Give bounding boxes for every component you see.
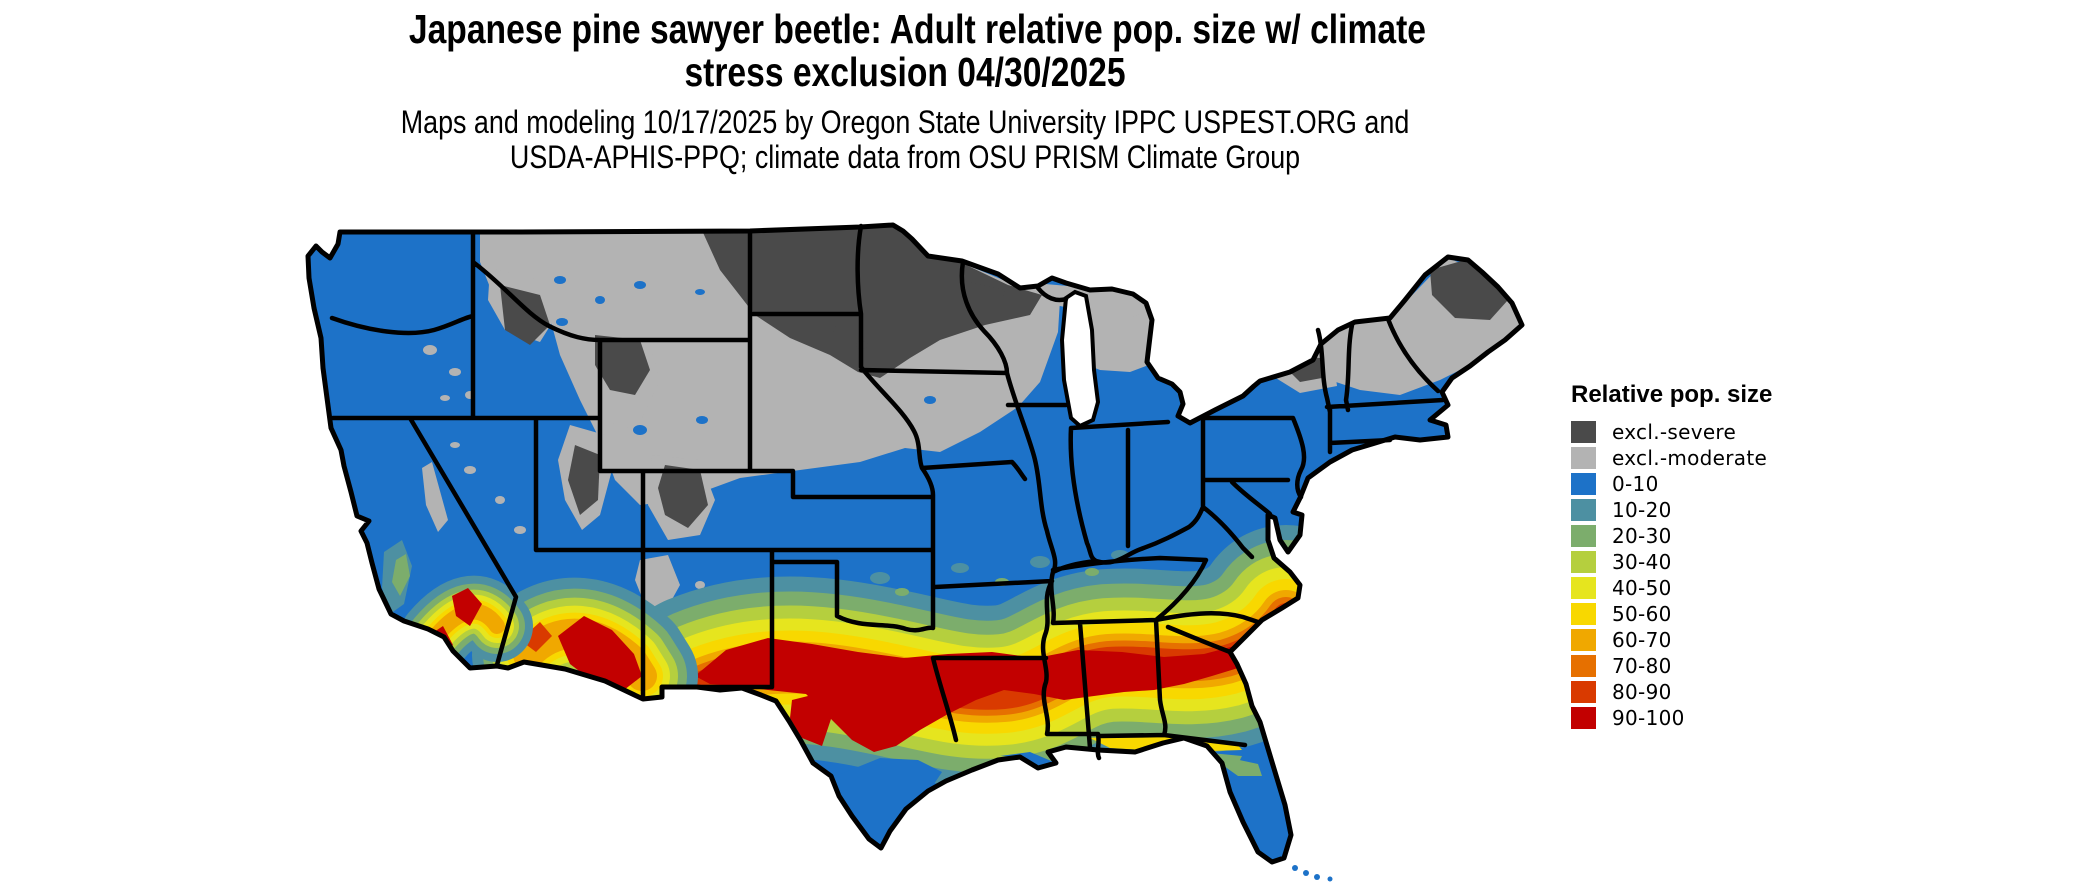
legend-label: excl.-severe — [1612, 420, 1737, 444]
legend-label: 0-10 — [1612, 472, 1659, 496]
layer-excl-severe — [500, 226, 1508, 528]
legend-row: 10-20 — [1571, 497, 1772, 523]
legend-label: 90-100 — [1612, 706, 1685, 730]
legend-swatch-30-40 — [1571, 551, 1596, 573]
legend-label: excl.-moderate — [1612, 446, 1768, 470]
legend-row: excl.-severe — [1571, 419, 1772, 445]
state-borders — [329, 223, 1446, 761]
layer-south-band — [611, 525, 1377, 788]
legend-row: 30-40 — [1571, 549, 1772, 575]
red-core — [695, 616, 1292, 752]
layer-socal-band — [382, 540, 533, 672]
legend-swatch-80-90 — [1571, 681, 1596, 703]
legend-swatch-50-60 — [1571, 603, 1596, 625]
legend-swatch-0-10 — [1571, 473, 1596, 495]
legend-label: 40-50 — [1612, 576, 1672, 600]
legend-swatch-90-100 — [1571, 707, 1596, 729]
layer-blue-speckles — [554, 276, 936, 435]
legend-label: 10-20 — [1612, 498, 1672, 522]
legend-label: 50-60 — [1612, 602, 1672, 626]
legend-swatch-excl-moderate — [1571, 447, 1596, 469]
legend-swatch-20-30 — [1571, 525, 1596, 547]
figure-header: Japanese pine sawyer beetle: Adult relat… — [300, 6, 1510, 180]
legend-row: 90-100 — [1571, 705, 1772, 731]
legend-swatch-40-50 — [1571, 577, 1596, 599]
legend-swatch-10-20 — [1571, 499, 1596, 521]
map-legend: Relative pop. size excl.-severe excl.-mo… — [1571, 381, 1772, 731]
legend-row: 0-10 — [1571, 471, 1772, 497]
legend-label: 70-80 — [1612, 654, 1672, 678]
map-subtitle-line2: USDA-APHIS-PPQ; climate data from OSU PR… — [509, 139, 1301, 175]
map-subtitle-line1: Maps and modeling 10/17/2025 by Oregon S… — [400, 104, 1410, 140]
legend-swatch-excl-severe — [1571, 421, 1596, 443]
legend-row: 40-50 — [1571, 575, 1772, 601]
map-title-line2: stress exclusion 04/30/2025 — [684, 49, 1126, 95]
layer-arizona-band — [472, 577, 698, 732]
legend-row: 20-30 — [1571, 523, 1772, 549]
legend-title: Relative pop. size — [1571, 381, 1773, 408]
legend-row: 50-60 — [1571, 601, 1772, 627]
legend-row: 60-70 — [1571, 627, 1772, 653]
legend-label: 60-70 — [1612, 628, 1672, 652]
legend-label: 80-90 — [1612, 680, 1672, 704]
map-color-layers — [308, 225, 1522, 862]
lake-michigan — [1059, 289, 1101, 429]
legend-row: 80-90 — [1571, 679, 1772, 705]
map-subtitle: Maps and modeling 10/17/2025 by Oregon S… — [300, 104, 1510, 175]
legend-swatch-70-80 — [1571, 655, 1596, 677]
legend-swatch-60-70 — [1571, 629, 1596, 651]
florida-keys — [1292, 865, 1333, 882]
legend-row: excl.-moderate — [1571, 445, 1772, 471]
map-title-line1: Japanese pine sawyer beetle: Adult relat… — [408, 6, 1426, 52]
legend-row: 70-80 — [1571, 653, 1772, 679]
legend-label: 30-40 — [1612, 550, 1672, 574]
legend-label: 20-30 — [1612, 524, 1672, 548]
